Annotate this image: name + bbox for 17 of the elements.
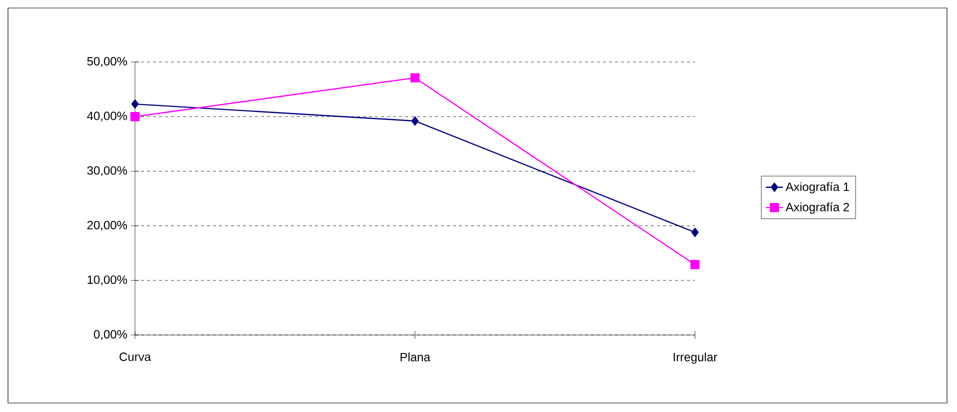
y-tick-label: 40,00% xyxy=(87,112,128,122)
x-tick-label: Irregular xyxy=(674,352,718,364)
point xyxy=(130,112,140,122)
y-tick-label: 30,00% xyxy=(87,166,128,176)
x-tick-label: Plana xyxy=(400,352,430,362)
point xyxy=(410,73,420,82)
point xyxy=(691,228,699,237)
y-tick-label: 50,00% xyxy=(87,57,128,67)
y-tick-label: 10,00% xyxy=(88,275,128,286)
legend-label: Axiografía 1 xyxy=(786,182,849,194)
point xyxy=(131,99,139,109)
point xyxy=(690,260,700,270)
y-tick-label: 20,00% xyxy=(87,220,128,231)
x-tick-label: Curva xyxy=(120,352,151,362)
legend-label: Axiografía 2 xyxy=(786,202,849,214)
point xyxy=(411,116,419,126)
y-tick-label: 0,00% xyxy=(94,330,128,340)
